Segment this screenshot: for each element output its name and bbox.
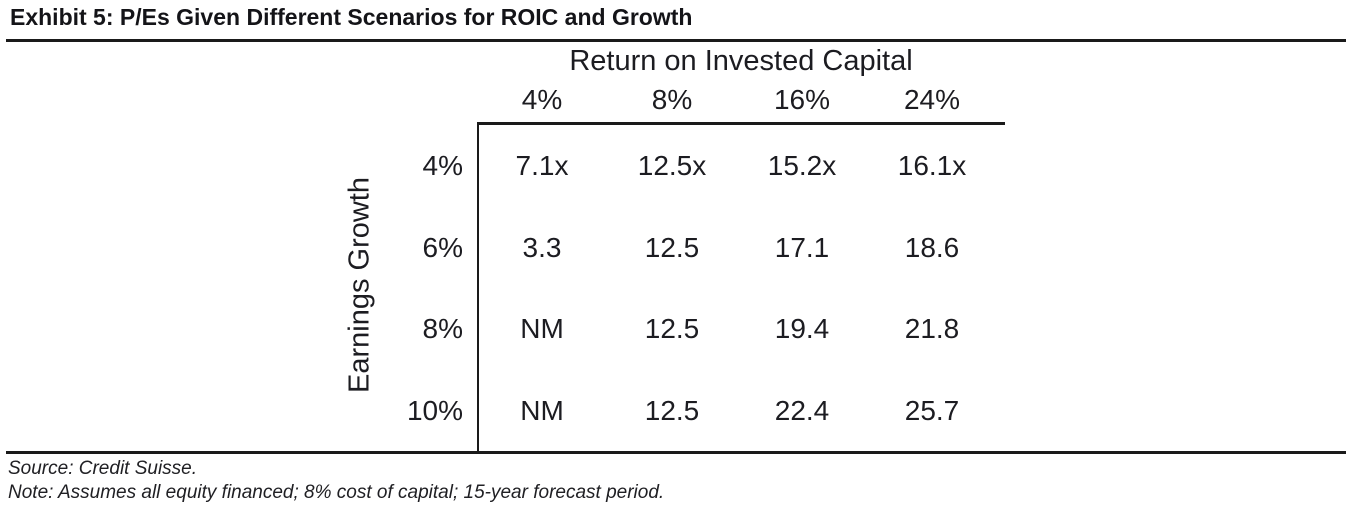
- table-cell: 25.7: [904, 395, 960, 427]
- table-cell: 18.6: [904, 231, 960, 263]
- row-label: 8%: [422, 313, 463, 345]
- row-label: 4%: [422, 149, 463, 181]
- table-cell: 19.4: [774, 313, 830, 345]
- pe-matrix: 7.1x 12.5x 15.2x 16.1x 3.3 12.5 17.1 18.…: [477, 125, 997, 452]
- row-label-column: 4% 6% 8% 10%: [385, 125, 463, 452]
- table-cell: 16.1x: [897, 149, 967, 181]
- column-header: 24%: [903, 84, 961, 115]
- table-cell: 7.1x: [515, 149, 569, 181]
- column-header-row: 4% 8% 16% 24%: [477, 83, 997, 117]
- table-cell: 12.5x: [637, 149, 707, 181]
- column-header: 16%: [773, 84, 831, 115]
- column-header: 8%: [651, 84, 693, 115]
- table-cell: 17.1: [774, 231, 830, 263]
- table-top-border: [477, 122, 1005, 125]
- exhibit-title: Exhibit 5: P/Es Given Different Scenario…: [10, 4, 693, 30]
- column-header: 4%: [521, 84, 563, 115]
- table-cell: NM: [520, 313, 564, 345]
- title-rule: [6, 39, 1346, 42]
- row-axis-title: Earnings Growth: [343, 177, 376, 393]
- table-cell: 22.4: [774, 395, 830, 427]
- column-axis-title: Return on Invested Capital: [569, 45, 913, 77]
- source-text: Source: Credit Suisse.: [8, 458, 198, 479]
- table-cell: 12.5: [644, 395, 700, 427]
- footer-rule: [6, 451, 1346, 454]
- table-left-border: [477, 122, 479, 453]
- table-cell: NM: [520, 395, 564, 427]
- table-cell: 12.5: [644, 231, 700, 263]
- row-label: 10%: [406, 395, 463, 427]
- table-cell: 12.5: [644, 313, 700, 345]
- table-cell: 3.3: [522, 231, 562, 263]
- table-cell: 15.2x: [767, 149, 837, 181]
- table-cell: 21.8: [904, 313, 960, 345]
- row-label: 6%: [422, 231, 463, 263]
- note-text: Note: Assumes all equity financed; 8% co…: [8, 482, 665, 503]
